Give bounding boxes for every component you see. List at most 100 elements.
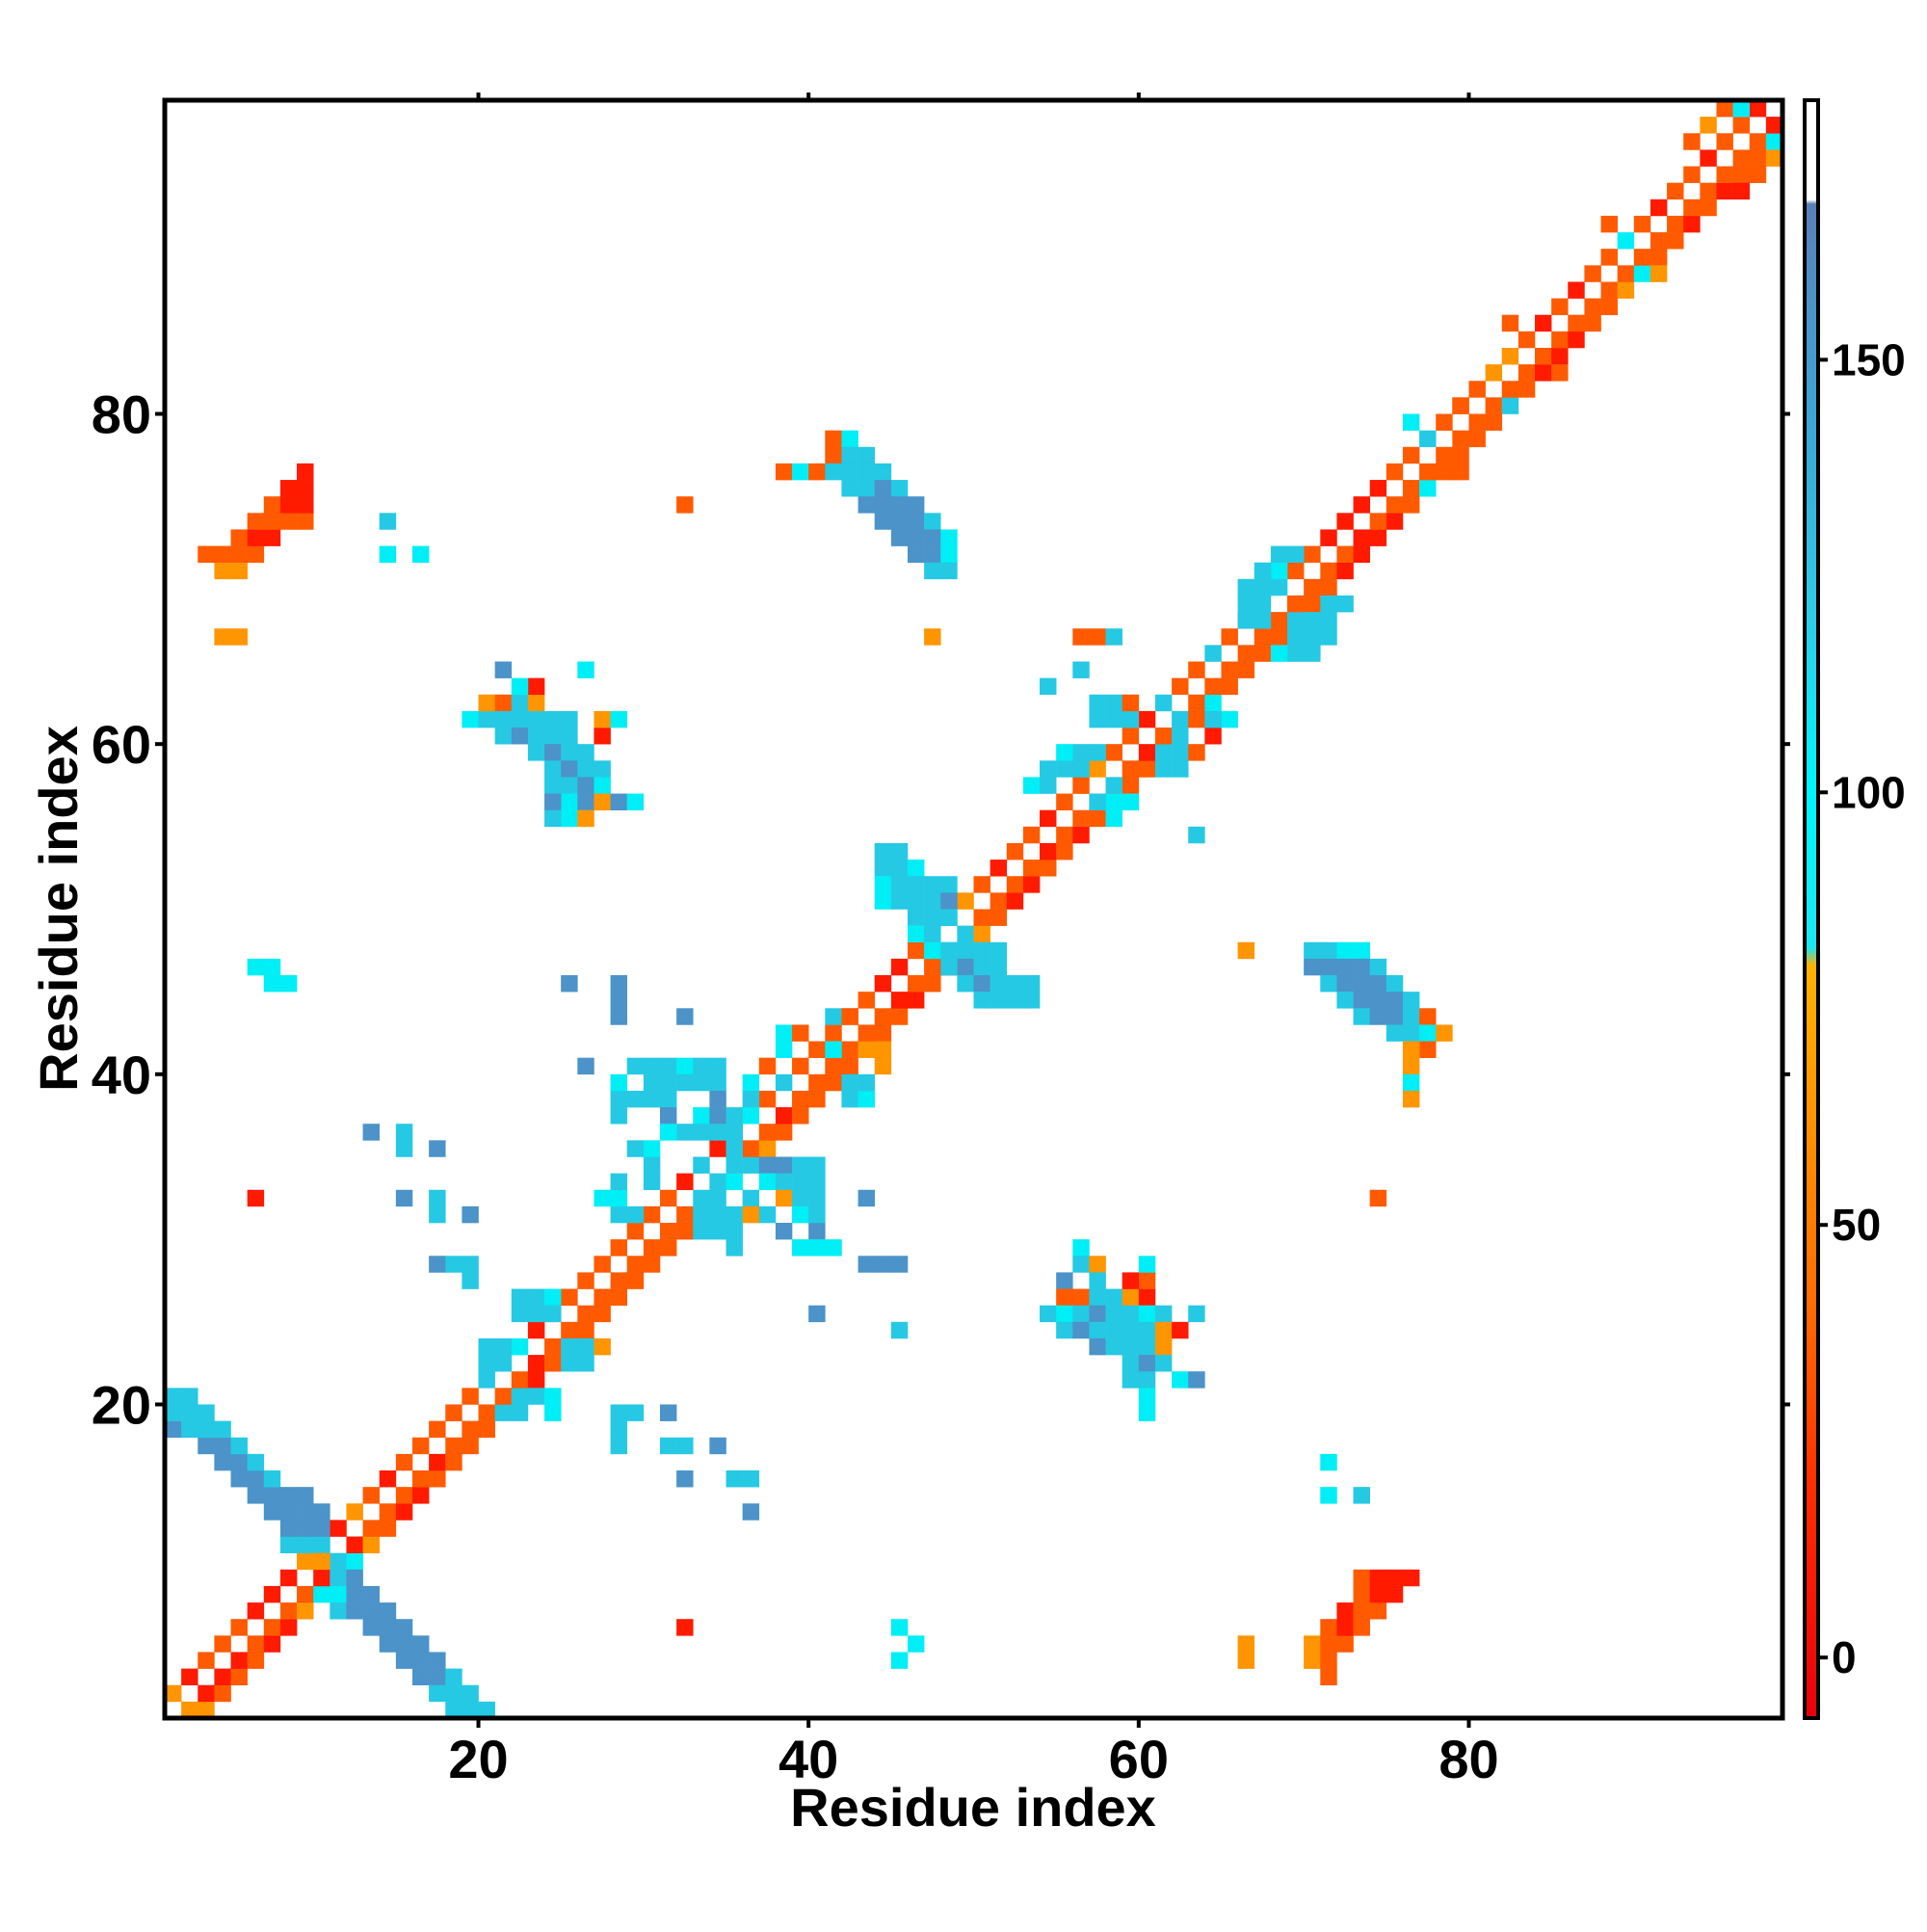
heatmap-cell	[1138, 1404, 1156, 1421]
heatmap-cell	[940, 529, 958, 546]
heatmap-cell	[1105, 793, 1122, 810]
heatmap-cell	[1683, 198, 1701, 217]
heatmap-cell	[1353, 1569, 1370, 1587]
heatmap-cell	[1221, 628, 1238, 646]
heatmap-cell	[626, 1223, 645, 1240]
heatmap-cell	[561, 744, 578, 761]
heatmap-cell	[874, 1041, 892, 1058]
heatmap-cell	[709, 1189, 726, 1207]
heatmap-cell	[214, 562, 231, 580]
x-tick-label: 20	[448, 1729, 508, 1789]
heatmap-cell	[1105, 1321, 1122, 1339]
heatmap-cell	[594, 1256, 611, 1273]
heatmap-cell	[214, 628, 231, 646]
heatmap-cell	[362, 1585, 381, 1603]
heatmap-cell	[230, 1652, 248, 1669]
heatmap-cell	[709, 1140, 726, 1157]
heatmap-cell	[411, 1437, 430, 1455]
heatmap-cell	[411, 1652, 430, 1669]
heatmap-cell	[1072, 1321, 1090, 1339]
heatmap-cell	[1304, 612, 1321, 629]
heatmap-cell	[907, 513, 925, 530]
heatmap-cell	[379, 1635, 397, 1653]
heatmap-cell	[841, 480, 858, 497]
heatmap-cell	[594, 760, 611, 778]
heatmap-cell	[362, 1124, 381, 1141]
heatmap-cell	[940, 892, 958, 910]
heatmap-cell	[775, 1107, 793, 1125]
heatmap-cell	[758, 1057, 777, 1075]
heatmap-cell	[808, 463, 826, 481]
heatmap-cell	[1072, 1239, 1090, 1257]
heatmap-cell	[957, 941, 974, 960]
heatmap-cell	[808, 1156, 826, 1174]
heatmap-cell	[924, 876, 941, 893]
heatmap-cell	[1353, 1487, 1370, 1504]
heatmap-cell	[742, 1140, 760, 1157]
heatmap-cell	[1353, 1602, 1370, 1620]
heatmap-cell	[626, 1205, 645, 1224]
heatmap-cell	[1237, 595, 1255, 613]
heatmap-cell	[1056, 826, 1073, 844]
heatmap-cell	[1138, 1355, 1156, 1372]
heatmap-cell	[1105, 694, 1122, 712]
heatmap-cell	[907, 860, 925, 877]
heatmap-cell	[478, 1420, 495, 1439]
heatmap-cell	[1287, 645, 1305, 662]
heatmap-cell	[1353, 1585, 1370, 1603]
heatmap-cell	[775, 1024, 793, 1042]
heatmap-cell	[313, 1536, 330, 1553]
heatmap-cell	[1221, 661, 1238, 678]
heatmap-cell	[1732, 149, 1751, 167]
heatmap-cell	[1683, 166, 1701, 183]
heatmap-cell	[527, 710, 545, 728]
heatmap-cell	[1154, 760, 1173, 778]
heatmap-cell	[676, 1173, 694, 1191]
heatmap-cell	[1154, 728, 1173, 745]
heatmap-cell	[330, 1552, 347, 1571]
heatmap-cell	[709, 1073, 726, 1092]
heatmap-cell	[643, 1073, 661, 1092]
heatmap-cell	[940, 562, 958, 580]
heatmap-cell	[494, 728, 513, 745]
heatmap-cell	[1320, 628, 1337, 646]
heatmap-cell	[1320, 595, 1337, 613]
heatmap-cell	[1022, 992, 1041, 1009]
heatmap-cell	[1501, 314, 1519, 332]
heatmap-cell	[561, 793, 578, 810]
heatmap-cell	[181, 1420, 198, 1439]
heatmap-cell	[1402, 1041, 1420, 1058]
heatmap-cell	[462, 1388, 479, 1405]
heatmap-cell	[1105, 1305, 1122, 1323]
heatmap-cell	[165, 1684, 182, 1703]
heatmap-cell	[1172, 710, 1189, 728]
heatmap-cell	[890, 529, 909, 546]
heatmap-cell	[808, 1173, 826, 1191]
heatmap-cell	[940, 876, 958, 893]
heatmap-cell	[544, 1337, 562, 1356]
heatmap-cell	[247, 1487, 265, 1504]
heatmap-cell	[742, 1107, 760, 1125]
heatmap-cell	[1468, 413, 1486, 431]
heatmap-cell	[643, 1256, 661, 1273]
heatmap-cell	[1287, 612, 1305, 629]
heatmap-cell	[561, 975, 578, 992]
heatmap-cell	[874, 463, 892, 481]
heatmap-cell	[742, 1156, 760, 1174]
heatmap-cell	[462, 1420, 479, 1439]
heatmap-cell	[907, 529, 925, 546]
heatmap-cell	[313, 1552, 330, 1571]
heatmap-cell	[825, 1239, 842, 1257]
heatmap-cell	[709, 1437, 726, 1455]
heatmap-cell	[890, 1256, 909, 1273]
heatmap-cell	[429, 1684, 446, 1703]
heatmap-cell	[907, 975, 925, 992]
heatmap-cell	[561, 1321, 578, 1339]
heatmap-cell	[263, 496, 281, 514]
heatmap-cell	[924, 545, 941, 564]
heatmap-cell	[1072, 777, 1090, 794]
heatmap-cell	[726, 1173, 743, 1191]
heatmap-cell	[874, 892, 892, 910]
heatmap-cell	[676, 1223, 694, 1240]
heatmap-cell	[1188, 694, 1205, 712]
